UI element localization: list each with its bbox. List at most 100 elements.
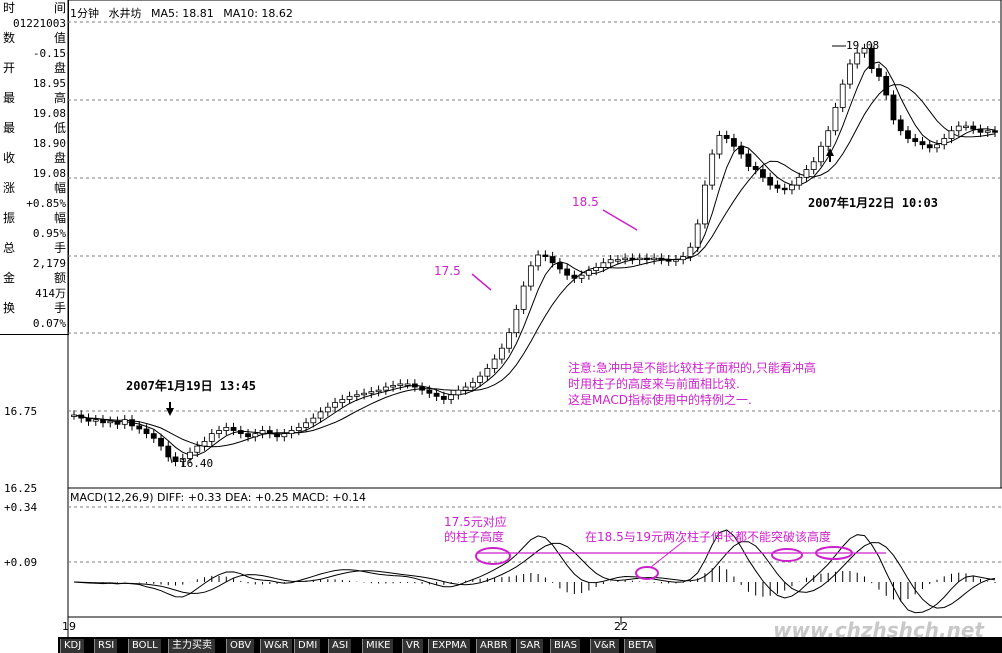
candle-body — [890, 94, 897, 121]
info-label-end: 间 — [53, 1, 66, 15]
info-label: 涨 — [3, 181, 16, 195]
candle-body — [854, 52, 861, 65]
candle-body — [564, 268, 571, 276]
candle-body — [368, 391, 375, 394]
tab-dmi[interactable]: DMI — [294, 639, 322, 653]
tab-beta[interactable]: BETA — [624, 639, 658, 653]
macd-highlight-2 — [635, 566, 659, 580]
candle-body — [448, 394, 455, 400]
candle-body — [535, 254, 542, 267]
candle-body — [803, 169, 810, 178]
candle-body — [158, 437, 164, 447]
candle-body — [694, 223, 701, 248]
macd-header: MACD(12,26,9) DIFF: +0.33 DEA: +0.25 MAC… — [70, 491, 367, 504]
candle-body — [513, 308, 520, 334]
candle-body — [585, 270, 592, 276]
stock-name: 水井坊 — [108, 7, 142, 20]
info-value: 18.90 — [32, 137, 66, 150]
candle-body — [687, 246, 694, 257]
candle-body — [651, 257, 658, 261]
candle-body — [129, 419, 135, 427]
info-row: 最高 — [0, 91, 68, 106]
candle-body — [723, 134, 730, 139]
tab-arbr[interactable]: ARBR — [476, 639, 512, 653]
tab-kdj[interactable]: KDJ — [60, 639, 86, 653]
info-label: 最 — [3, 91, 16, 105]
candle-body — [970, 125, 977, 130]
info-label-end: 幅 — [53, 211, 66, 225]
info-label: 最 — [3, 121, 16, 135]
candle-body — [172, 456, 179, 462]
candle-body — [245, 433, 251, 438]
candle-body — [324, 406, 331, 413]
candle-body — [78, 414, 85, 419]
candle-body — [934, 144, 940, 149]
tab-obv[interactable]: OBV — [226, 639, 256, 653]
macd-note-2: 在18.5与19元两次柱子伸长都不能突破该高度 — [585, 530, 831, 544]
macd-highlight-3 — [771, 548, 803, 562]
tab-vr[interactable]: V&R — [590, 639, 620, 653]
tab-[interactable]: 主力买卖 — [168, 639, 216, 653]
candle-body — [883, 75, 890, 96]
diff-line — [73, 529, 996, 614]
candle-body — [187, 451, 193, 459]
low-label: 16.40 — [180, 457, 214, 470]
tab-boll[interactable]: BOLL — [128, 639, 162, 653]
candle-body — [731, 138, 737, 147]
candle-body — [440, 395, 447, 400]
y-label-16-25: 16.25 — [4, 482, 38, 495]
info-row: 开盘 — [0, 61, 68, 76]
candle-body — [919, 141, 926, 146]
candle-body — [622, 257, 629, 261]
candle-body — [92, 419, 99, 422]
candle-body — [542, 254, 549, 257]
info-label: 换 — [3, 301, 16, 315]
candle-body — [926, 144, 933, 149]
info-value: 414万 — [35, 287, 66, 300]
candle-body — [658, 257, 665, 261]
tab-asi[interactable]: ASI — [328, 639, 353, 653]
candle-body — [781, 187, 788, 191]
tab-wr[interactable]: W&R — [260, 639, 293, 653]
info-row: 换手 — [0, 301, 68, 316]
macd-note-1a: 17.5元对应 — [444, 515, 507, 529]
tab-mike[interactable]: MIKE — [362, 639, 395, 653]
candle-body — [216, 430, 222, 435]
info-row: 最低 — [0, 121, 68, 136]
info-row: 01221003 — [0, 16, 68, 31]
info-label-end: 高 — [53, 91, 66, 105]
info-row: 18.90 — [0, 136, 68, 151]
arrow-up-icon — [826, 148, 834, 156]
candle-body — [738, 145, 745, 155]
candle-body — [121, 419, 128, 425]
info-panel: 时间 01221003 数值 -0.15 开盘 18.95 最高 19.08 最低 18.90 收盘… — [0, 0, 69, 335]
candle-body — [578, 274, 585, 279]
info-label-end: 手 — [53, 301, 66, 315]
tab-sar[interactable]: SAR — [516, 639, 545, 653]
candle-body — [361, 392, 367, 396]
note-line-2: 时用柱子的高度来与前面相比较. — [568, 377, 740, 391]
info-row: 19.08 — [0, 106, 68, 121]
tab-bias[interactable]: BIAS — [550, 639, 581, 653]
info-label: 时 — [3, 1, 16, 15]
tab-vr[interactable]: VR — [402, 639, 424, 653]
candle-body — [411, 383, 418, 388]
info-row: 18.95 — [0, 76, 68, 91]
tab-rsi[interactable]: RSI — [94, 639, 119, 653]
candle-body — [614, 259, 621, 262]
info-row: 金额 — [0, 271, 68, 286]
info-label: 振 — [3, 211, 16, 225]
candle-body — [839, 83, 846, 108]
y-label-macd-mid: +0.09 — [4, 556, 38, 569]
candle-body — [680, 256, 687, 261]
candle-body — [665, 259, 672, 262]
candle-body — [600, 262, 607, 268]
info-value: -0.15 — [32, 47, 66, 60]
candle-body — [774, 184, 781, 189]
candle-body — [948, 130, 955, 139]
info-label-end: 盘 — [53, 151, 66, 165]
info-row: 19.08 — [0, 166, 68, 181]
tab-expma[interactable]: EXPMA — [428, 639, 471, 653]
candle-body — [114, 420, 121, 425]
